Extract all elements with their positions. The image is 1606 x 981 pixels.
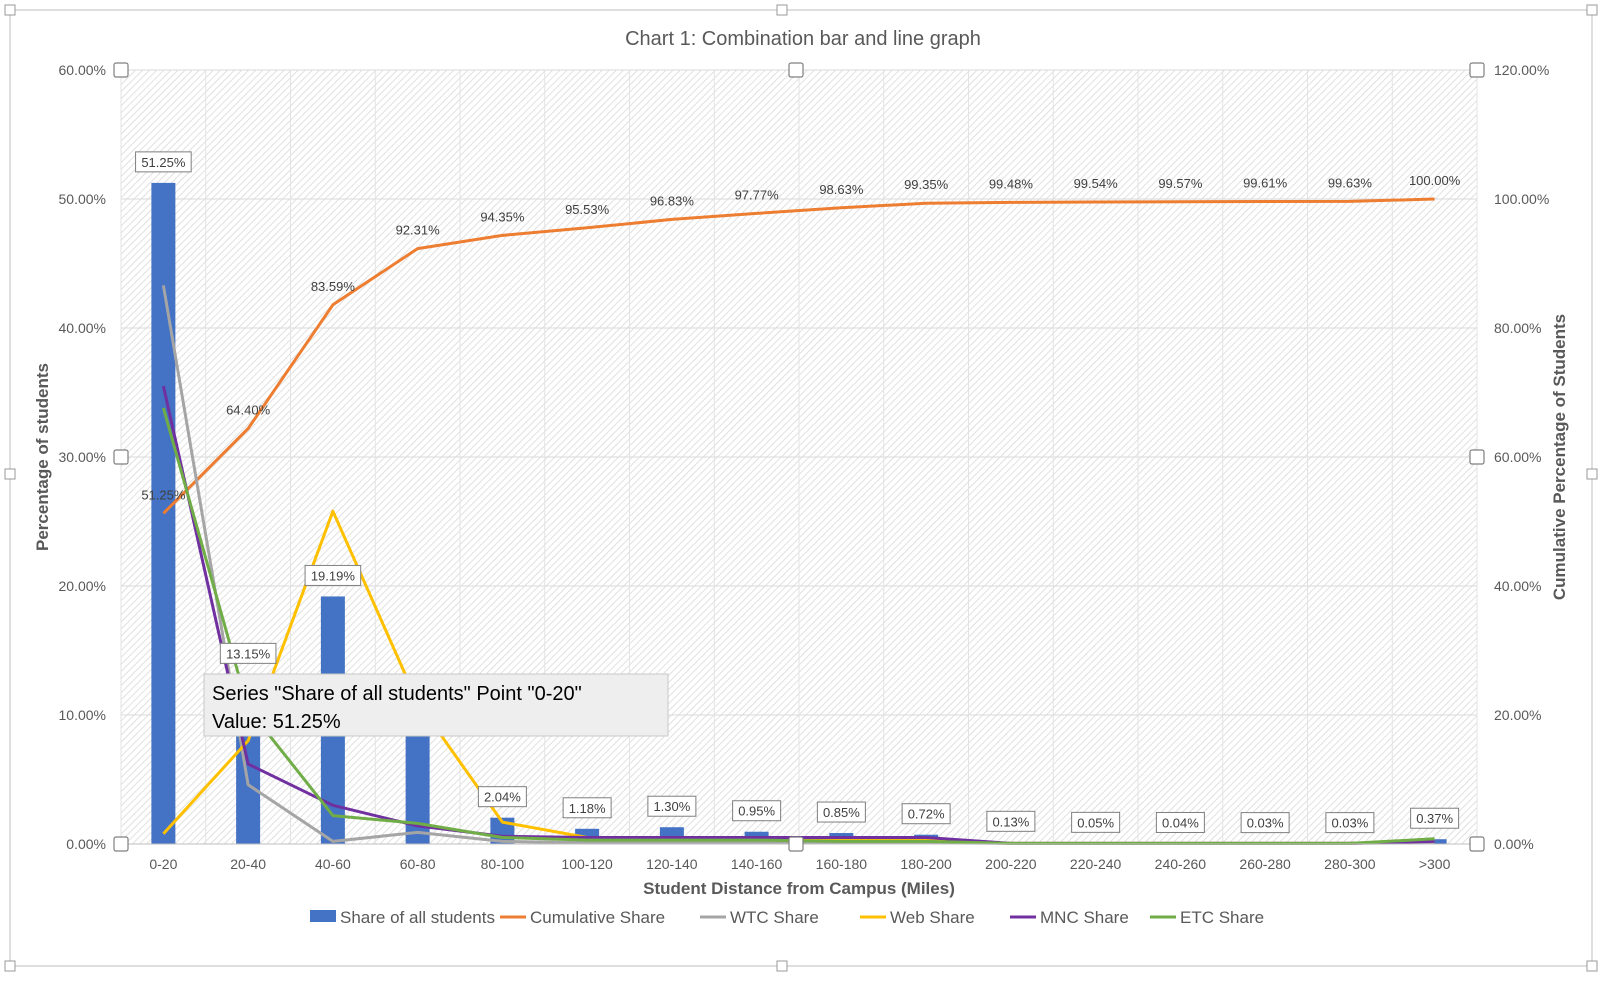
y-tick-label: 40.00% [59,320,106,336]
chart-handle [777,961,787,971]
legend-label: Web Share [890,908,975,927]
y-tick-label: 60.00% [59,62,106,78]
y2-axis-title: Cumulative Percentage of Students [1550,314,1569,600]
cumulative-data-label: 51.25% [141,487,186,502]
chart-handle [5,469,15,479]
chart-title: Chart 1: Combination bar and line graph [625,28,981,50]
cumulative-data-label: 99.35% [904,177,949,192]
cumulative-data-label: 98.63% [819,182,864,197]
x-tick-label: 180-200 [900,856,952,872]
bar-data-label: 19.19% [311,568,356,583]
y-tick-label: 10.00% [59,707,106,723]
cumulative-data-label: 99.54% [1074,176,1119,191]
cumulative-data-label: 100.00% [1409,173,1461,188]
tooltip-line-2: Value: 51.25% [212,711,341,733]
y-axis-title: Percentage of students [33,363,52,551]
y2-tick-label: 40.00% [1494,578,1541,594]
y-tick-label: 0.00% [66,836,106,852]
cumulative-data-label: 99.48% [989,176,1034,191]
tooltip-line-1: Series "Share of all students" Point "0-… [212,683,582,705]
plot-handle [789,837,803,851]
x-tick-label: 240-260 [1155,856,1207,872]
x-tick-label: 120-140 [646,856,698,872]
bar-data-label: 1.18% [569,801,606,816]
cumulative-data-label: 83.59% [311,279,356,294]
bar-data-label: 51.25% [141,155,186,170]
cumulative-data-label: 99.63% [1328,175,1373,190]
cumulative-data-label: 94.35% [480,209,525,224]
chart-handle [5,5,15,15]
chart-handle [1587,5,1597,15]
x-tick-label: 80-100 [481,856,525,872]
chart-handle [777,5,787,15]
x-tick-label: >300 [1419,856,1451,872]
bar-data-label: 13.15% [226,646,271,661]
plot-handle [114,450,128,464]
plot-handle [1470,450,1484,464]
bar [151,183,175,844]
plot-handle [1470,837,1484,851]
x-tick-label: 280-300 [1324,856,1376,872]
y2-tick-label: 100.00% [1494,191,1549,207]
y-tick-label: 50.00% [59,191,106,207]
x-tick-label: 100-120 [561,856,613,872]
legend-label: WTC Share [730,908,819,927]
x-tick-label: 260-280 [1239,856,1291,872]
chart-handle [1587,469,1597,479]
x-tick-label: 40-60 [315,856,351,872]
y2-tick-label: 60.00% [1494,449,1541,465]
y-tick-label: 20.00% [59,578,106,594]
legend-label: ETC Share [1180,908,1264,927]
y-tick-label: 30.00% [59,449,106,465]
cumulative-data-label: 95.53% [565,202,610,217]
legend-swatch [310,910,336,922]
bar-data-label: 0.13% [992,814,1029,829]
bar-data-label: 0.05% [1077,815,1114,830]
bar-data-label: 0.72% [908,807,945,822]
x-axis-title: Student Distance from Campus (Miles) [643,879,955,898]
bar-data-label: 2.04% [484,790,521,805]
y2-tick-label: 20.00% [1494,707,1541,723]
x-tick-label: 140-160 [731,856,783,872]
cumulative-data-label: 97.77% [735,187,780,202]
bar-data-label: 0.04% [1162,815,1199,830]
bar-data-label: 0.37% [1416,811,1453,826]
plot-handle [1470,63,1484,77]
plot-handle [789,63,803,77]
cumulative-data-label: 99.61% [1243,176,1288,191]
x-tick-label: 0-20 [149,856,177,872]
y2-tick-label: 80.00% [1494,320,1541,336]
x-tick-label: 160-180 [816,856,868,872]
legend-label: Share of all students [340,908,495,927]
cumulative-data-label: 96.83% [650,193,695,208]
plot-handle [114,63,128,77]
bar-data-label: 0.03% [1331,816,1368,831]
cumulative-data-label: 64.40% [226,403,271,418]
y2-tick-label: 120.00% [1494,62,1549,78]
bar-data-label: 0.03% [1247,816,1284,831]
bar-data-label: 1.30% [653,799,690,814]
legend-label: MNC Share [1040,908,1129,927]
x-tick-label: 60-80 [400,856,436,872]
y2-tick-label: 0.00% [1494,836,1534,852]
x-tick-label: 220-240 [1070,856,1122,872]
x-tick-label: 200-220 [985,856,1037,872]
legend[interactable]: Share of all students Cumulative Share WTC… [310,908,1264,927]
bar-data-label: 0.95% [738,804,775,819]
x-tick-label: 20-40 [230,856,266,872]
chart-handle [1587,961,1597,971]
chart-handle [5,961,15,971]
bar-data-label: 0.85% [823,805,860,820]
legend-label: Cumulative Share [530,908,665,927]
tooltip: Series "Share of all students" Point "0-… [204,674,668,736]
plot-handle [114,837,128,851]
cumulative-data-label: 92.31% [396,223,441,238]
cumulative-data-label: 99.57% [1158,176,1203,191]
